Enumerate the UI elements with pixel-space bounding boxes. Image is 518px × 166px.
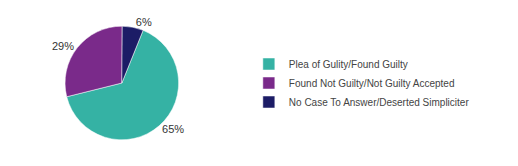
svg-text:6%: 6% xyxy=(136,16,152,28)
svg-text:Found Not Guilty/Not Guilty Ac: Found Not Guilty/Not Guilty Accepted xyxy=(289,78,455,89)
svg-text:65%: 65% xyxy=(162,123,184,135)
svg-text:No Case To Answer/Deserted Sim: No Case To Answer/Deserted Simpliciter xyxy=(289,97,470,108)
svg-text:Plea of Gulity/Found Guilty: Plea of Gulity/Found Guilty xyxy=(289,59,408,70)
svg-text:29%: 29% xyxy=(52,40,74,52)
